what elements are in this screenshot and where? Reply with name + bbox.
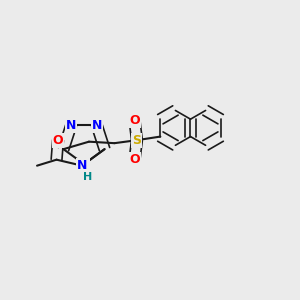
Text: S: S [80, 158, 88, 171]
Text: O: O [53, 134, 63, 147]
Text: H: H [83, 172, 92, 182]
Text: N: N [92, 118, 102, 131]
Text: O: O [129, 153, 140, 166]
Text: O: O [129, 114, 140, 127]
Text: S: S [133, 134, 142, 147]
Text: N: N [77, 159, 87, 172]
Text: N: N [66, 118, 76, 131]
